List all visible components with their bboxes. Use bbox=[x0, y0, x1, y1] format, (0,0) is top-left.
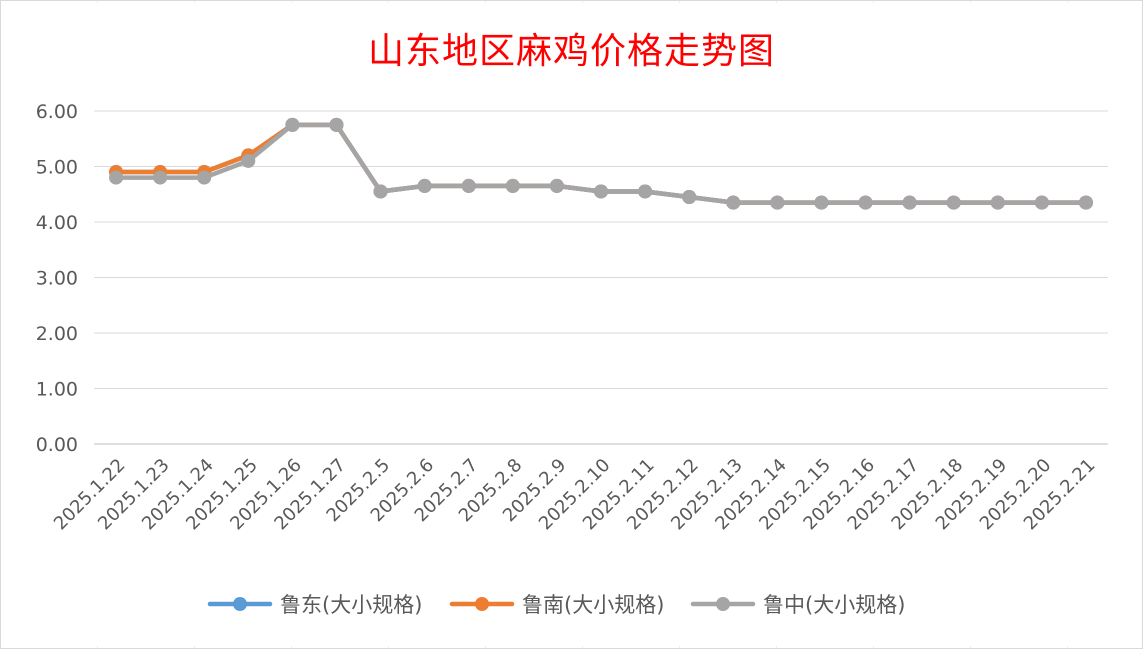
y-tick-label: 2.00 bbox=[36, 323, 78, 345]
data-point bbox=[285, 117, 300, 132]
data-point bbox=[990, 195, 1005, 210]
data-point bbox=[1078, 195, 1093, 210]
data-point bbox=[814, 195, 829, 210]
data-point bbox=[594, 184, 608, 199]
data-point bbox=[726, 195, 741, 210]
y-tick-label: 1.00 bbox=[36, 379, 78, 401]
data-point bbox=[946, 195, 961, 210]
data-point bbox=[373, 184, 388, 199]
data-point bbox=[902, 195, 917, 210]
data-point bbox=[549, 178, 564, 193]
legend-swatch-marker bbox=[716, 597, 730, 611]
data-point bbox=[197, 170, 212, 185]
data-point bbox=[241, 153, 256, 168]
data-point bbox=[638, 184, 653, 199]
legend-item: 鲁南(大小规格) bbox=[449, 593, 664, 617]
legend-swatch-marker bbox=[233, 597, 247, 611]
y-tick-label: 0.00 bbox=[36, 434, 78, 456]
y-tick-label: 3.00 bbox=[36, 268, 78, 290]
legend: 鲁东(大小规格) 鲁南(大小规格) 鲁中(大小规格) bbox=[207, 593, 905, 617]
legend-swatch-marker bbox=[475, 597, 489, 611]
series-lines bbox=[109, 117, 1093, 210]
data-point bbox=[1034, 195, 1049, 210]
y-axis-ticks: 0.00 1.00 2.00 3.00 4.00 5.00 6.00 bbox=[36, 101, 78, 456]
legend-label: 鲁中(大小规格) bbox=[763, 593, 905, 617]
data-point bbox=[682, 190, 697, 205]
data-point bbox=[858, 195, 873, 210]
series-3 bbox=[109, 117, 1093, 210]
data-point bbox=[461, 178, 476, 193]
y-tick-label: 6.00 bbox=[36, 101, 78, 123]
data-point bbox=[770, 195, 785, 210]
legend-label: 鲁东(大小规格) bbox=[280, 593, 422, 617]
chart-title: 山东地区麻鸡价格走势图 bbox=[367, 31, 775, 72]
data-point bbox=[417, 178, 432, 193]
gridlines bbox=[94, 110, 1108, 445]
data-point bbox=[505, 178, 520, 193]
chart-area bbox=[3, 3, 1140, 646]
y-tick-label: 5.00 bbox=[36, 157, 78, 179]
data-point bbox=[109, 170, 124, 185]
legend-item: 鲁中(大小规格) bbox=[690, 593, 905, 617]
data-point bbox=[153, 170, 168, 185]
x-axis-ticks: 2025.1.222025.1.232025.1.242025.1.252025… bbox=[50, 455, 1100, 535]
data-point bbox=[329, 117, 344, 132]
legend-label: 鲁南(大小规格) bbox=[522, 593, 664, 617]
y-tick-label: 4.00 bbox=[36, 212, 78, 234]
legend-item: 鲁东(大小规格) bbox=[207, 593, 422, 617]
